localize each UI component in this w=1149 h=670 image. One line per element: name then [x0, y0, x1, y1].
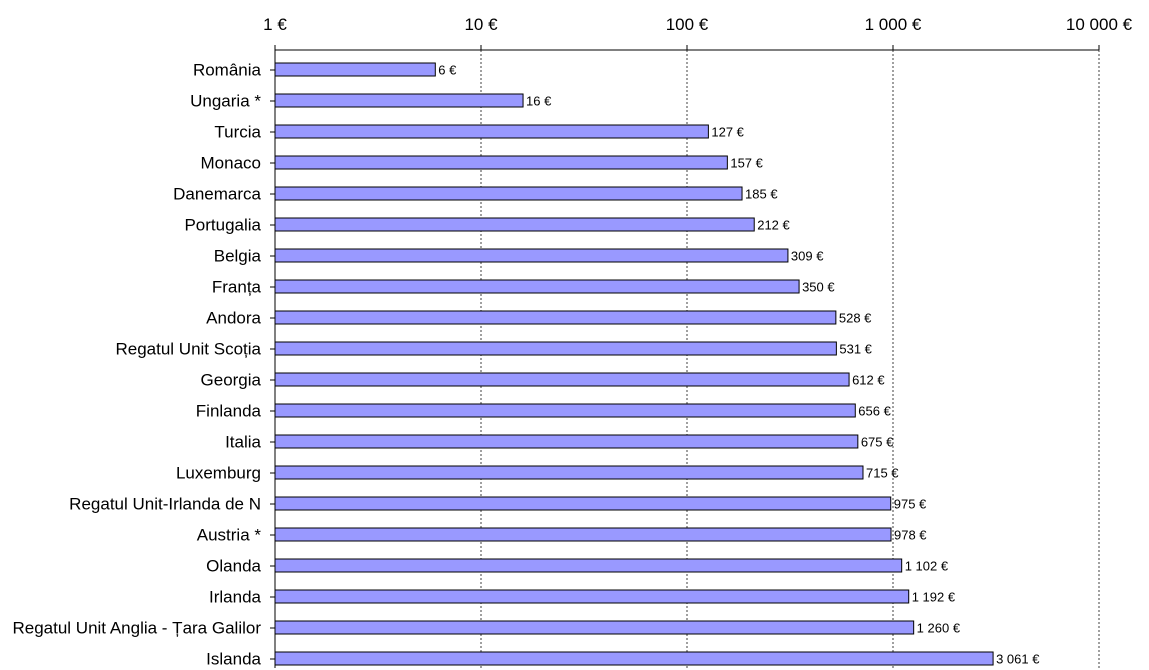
bar: [274, 248, 789, 263]
category-label: Belgia: [214, 247, 262, 266]
category-label: Georgia: [201, 371, 262, 390]
data-label: 185 €: [745, 187, 778, 202]
category-label: Luxemburg: [176, 464, 261, 483]
data-label: 127 €: [711, 125, 744, 140]
data-label: 212 €: [757, 218, 790, 233]
category-label: Islanda: [206, 650, 261, 669]
data-label: 350 €: [802, 280, 835, 295]
data-label: 1 192 €: [912, 590, 956, 605]
category-label: Italia: [225, 433, 261, 452]
x-tick-label: 100 €: [666, 15, 709, 34]
category-label: Olanda: [206, 557, 261, 576]
category-label: Portugalia: [184, 216, 261, 235]
data-label: 3 061 €: [996, 652, 1040, 667]
bar: [274, 527, 892, 542]
x-tick-label: 10 000 €: [1066, 15, 1133, 34]
data-label: 309 €: [791, 249, 824, 264]
data-label: 16 €: [526, 94, 552, 109]
data-label: 675 €: [861, 435, 894, 450]
category-label: Danemarca: [173, 185, 261, 204]
bar: [274, 496, 892, 511]
x-tick-label: 1 €: [263, 15, 287, 34]
data-label: 6 €: [438, 63, 457, 78]
bar: [274, 124, 709, 139]
data-label: 715 €: [866, 466, 899, 481]
data-label: 975 €: [894, 497, 927, 512]
data-label: 656 €: [858, 404, 891, 419]
bar: [274, 372, 850, 387]
category-label: Austria *: [197, 526, 262, 545]
category-label: Andora: [206, 309, 261, 328]
bar: [274, 558, 903, 573]
bars: [274, 62, 994, 666]
category-label: Irlanda: [209, 588, 262, 607]
data-label: 978 €: [894, 528, 927, 543]
category-label: Monaco: [201, 154, 261, 173]
labels: 1 € 10 € 100 € 1 000 € 10 000 € România 6 € Ung…: [12, 15, 1132, 669]
data-label: 157 €: [730, 156, 763, 171]
data-label: 528 €: [839, 311, 872, 326]
category-label: Finlanda: [196, 402, 262, 421]
data-label: 531 €: [839, 342, 872, 357]
bar: [274, 93, 524, 108]
bar: [274, 310, 837, 325]
gridlines: [480, 50, 1100, 668]
category-label: Regatul Unit Scoția: [115, 340, 261, 359]
bar: [274, 186, 743, 201]
data-label: 612 €: [852, 373, 885, 388]
bar: [274, 589, 910, 604]
bar: [274, 217, 755, 232]
bar: [274, 155, 728, 170]
bar: [274, 62, 436, 77]
bar: [274, 651, 994, 666]
bar: [274, 279, 800, 294]
x-tick-label: 10 €: [464, 15, 498, 34]
bar: [274, 465, 864, 480]
category-label: Regatul Unit Anglia - Țara Galilor: [12, 619, 261, 638]
category-label: Ungaria *: [190, 92, 261, 111]
category-label: România: [193, 61, 262, 80]
category-label: Regatul Unit-Irlanda de N: [69, 495, 261, 514]
category-label: Turcia: [214, 123, 261, 142]
bar: [274, 341, 837, 356]
data-label: 1 260 €: [917, 621, 961, 636]
category-label: Franța: [212, 278, 262, 297]
bar: [274, 403, 856, 418]
bar: [274, 434, 859, 449]
data-label: 1 102 €: [905, 559, 949, 574]
bar: [274, 620, 915, 635]
x-tick-label: 1 000 €: [865, 15, 922, 34]
